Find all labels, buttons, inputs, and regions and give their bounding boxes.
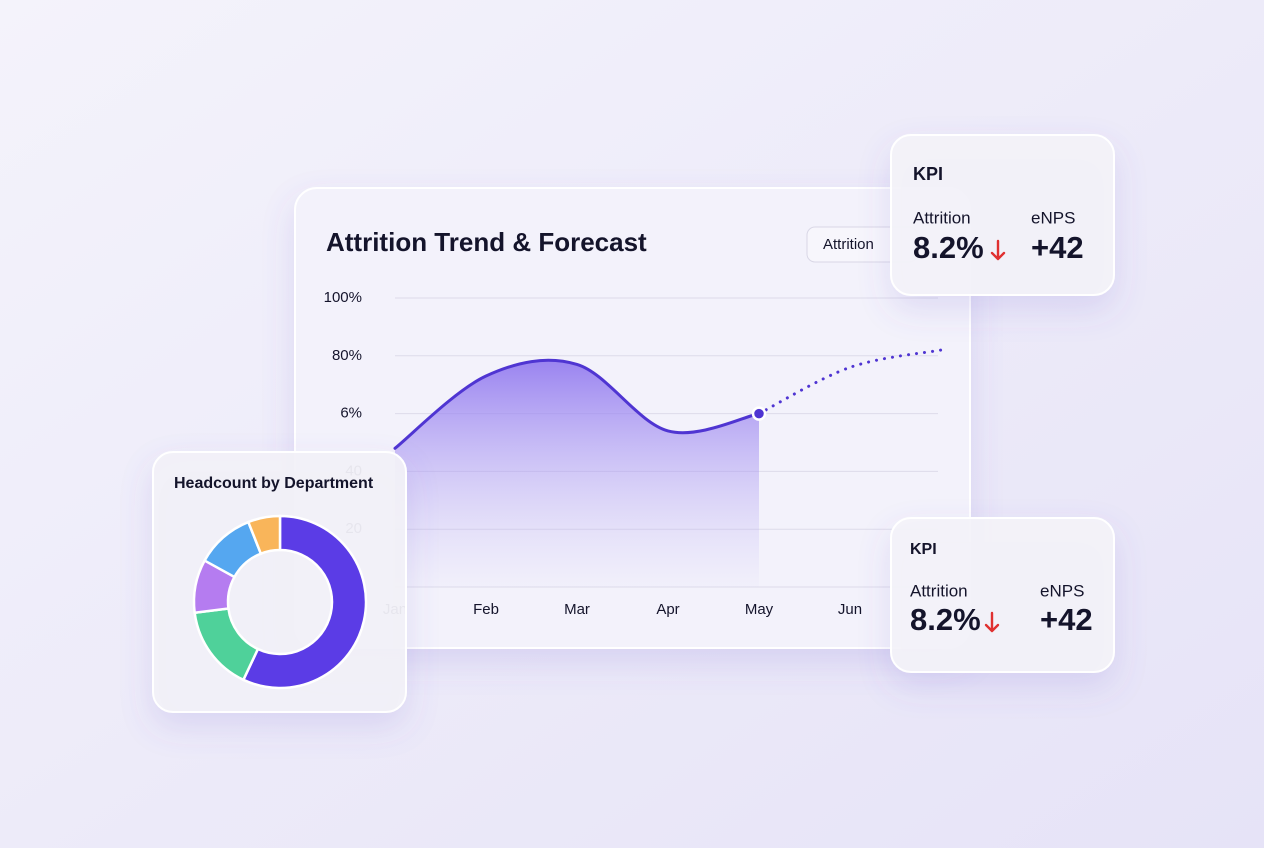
- kpi-card: KPI Attrition 8.2% eNPS +42: [890, 134, 1115, 296]
- kpi-label: eNPS: [1031, 208, 1075, 227]
- kpi-label: Attrition: [913, 208, 971, 227]
- donut-card: Headcount by Department: [152, 451, 407, 713]
- y-tick-label: 6%: [340, 405, 362, 422]
- card-bg: [890, 517, 1115, 673]
- trend-down-icon: [990, 239, 1006, 261]
- kpi-value: +42: [1031, 230, 1084, 265]
- donut-title: Headcount by Department: [174, 475, 374, 492]
- plot: 020406%80%100%JanFebMarAprMayJun: [324, 289, 943, 618]
- y-tick-label: 100%: [324, 289, 362, 306]
- x-tick-label: Jun: [838, 601, 862, 618]
- dropdown-label[interactable]: Attrition: [823, 236, 874, 253]
- x-tick-label: Feb: [473, 601, 499, 618]
- kpi-cards: KPI Attrition 8.2% eNPS +42 KPI Attrition 8.2% e…: [890, 134, 1115, 673]
- kpi-value: +42: [1040, 602, 1093, 637]
- donut-slice: [246, 514, 282, 556]
- main-card: Attrition Trend & Forecast Attrition 020…: [294, 187, 971, 649]
- kpi-title: KPI: [913, 164, 943, 184]
- area: [395, 360, 759, 587]
- kpi-card: KPI Attrition 8.2% eNPS +42: [890, 517, 1115, 673]
- trend-down-icon: [984, 611, 1000, 633]
- trend-line: [393, 358, 761, 450]
- chart-title: Attrition Trend & Forecast: [326, 227, 647, 257]
- donut: [192, 514, 368, 690]
- kpi-value: 8.2%: [910, 602, 981, 637]
- x-tick-label: May: [745, 601, 774, 618]
- x-tick-label: Apr: [656, 601, 679, 618]
- donut-slice: [241, 514, 368, 690]
- kpi-label: eNPS: [1040, 581, 1084, 600]
- point-marker: [751, 406, 767, 421]
- card-bg: [890, 134, 1115, 296]
- x-tick-label: Mar: [564, 601, 590, 618]
- kpi-label: Attrition: [910, 581, 968, 600]
- y-tick-label: 80%: [332, 347, 362, 364]
- kpi-title: KPI: [910, 541, 937, 558]
- kpi-value: 8.2%: [913, 230, 984, 265]
